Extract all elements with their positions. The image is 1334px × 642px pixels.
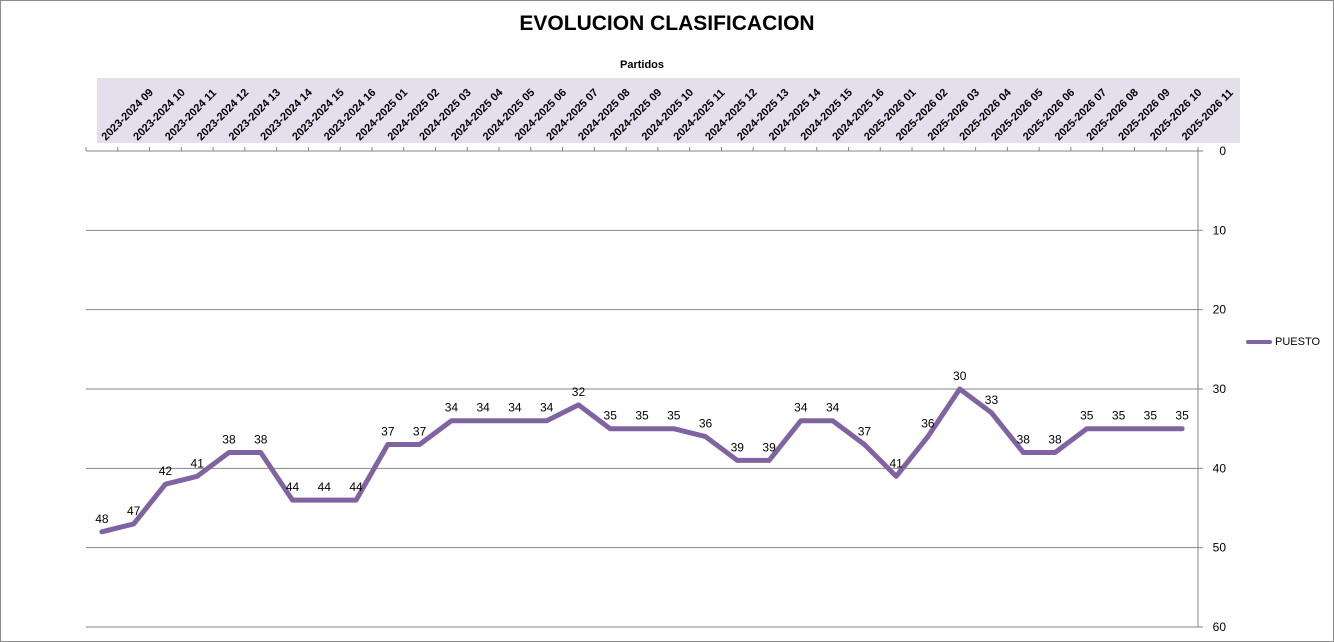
data-label: 35: [604, 409, 618, 423]
data-label: 34: [476, 401, 490, 415]
y-tick-label: 50: [1213, 541, 1227, 555]
data-label: 41: [889, 456, 903, 470]
data-label: 32: [572, 385, 586, 399]
data-label: 33: [985, 393, 999, 407]
data-label: 37: [381, 425, 395, 439]
data-label: 48: [95, 512, 109, 526]
data-label: 41: [191, 456, 205, 470]
data-label: 36: [699, 417, 713, 431]
y-tick-label: 30: [1213, 382, 1227, 396]
data-label: 39: [731, 440, 745, 454]
legend: PUESTO: [1246, 334, 1320, 350]
data-label: 44: [318, 480, 332, 494]
data-label: 38: [254, 432, 268, 446]
y-tick-label: 10: [1213, 223, 1227, 237]
y-tick-label: 20: [1213, 303, 1227, 317]
data-label: 34: [508, 401, 522, 415]
data-label: 38: [1048, 432, 1062, 446]
data-label: 38: [1017, 432, 1031, 446]
y-tick-label: 60: [1213, 620, 1227, 634]
data-label: 44: [349, 480, 363, 494]
x-axis-title: Partidos: [619, 59, 664, 71]
data-label: 34: [540, 401, 554, 415]
data-label: 35: [1112, 409, 1126, 423]
y-tick-label: 0: [1219, 144, 1226, 158]
data-label: 42: [159, 464, 173, 478]
legend-swatch-puesto: [1246, 340, 1272, 344]
data-label: 37: [413, 425, 427, 439]
data-label: 35: [1175, 409, 1189, 423]
category-band: [97, 78, 1240, 143]
data-label: 44: [286, 480, 300, 494]
chart-title: EVOLUCION CLASIFICACION: [519, 12, 815, 35]
data-label: 35: [1080, 409, 1094, 423]
data-label: 35: [635, 409, 649, 423]
data-label: 30: [953, 369, 967, 383]
data-label: 47: [127, 504, 141, 518]
series-line-puesto: [99, 386, 1185, 535]
data-label: 37: [858, 425, 872, 439]
y-tick-label: 40: [1213, 461, 1227, 475]
data-label: 39: [762, 440, 776, 454]
data-label: 34: [445, 401, 459, 415]
data-label: 36: [921, 417, 935, 431]
data-label: 35: [667, 409, 681, 423]
data-label: 34: [794, 401, 808, 415]
data-label: 35: [1144, 409, 1158, 423]
legend-label-puesto: PUESTO: [1275, 336, 1321, 348]
data-label: 34: [826, 401, 840, 415]
data-label: 38: [222, 432, 236, 446]
